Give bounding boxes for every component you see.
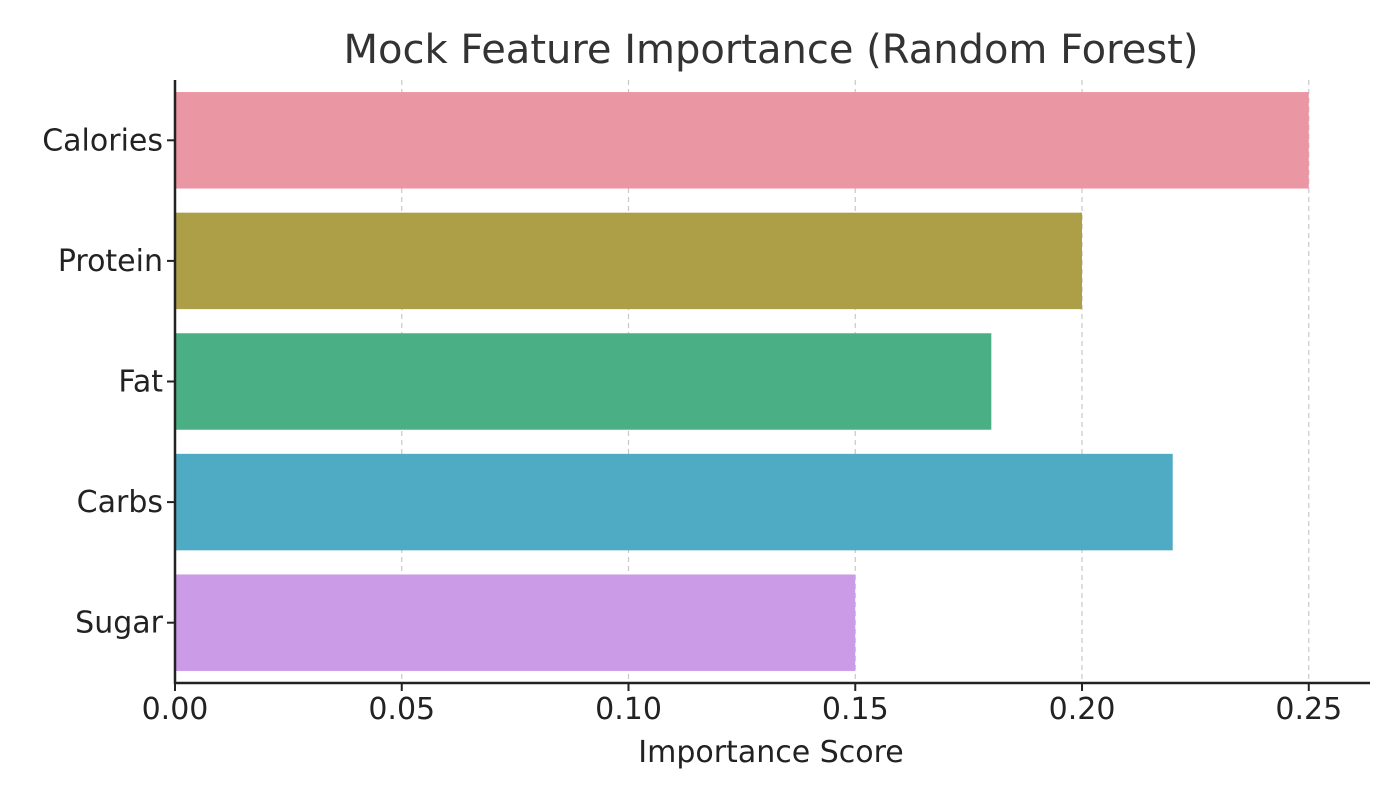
x-tick-label-3: 0.15: [822, 692, 889, 727]
bars: [175, 92, 1309, 671]
bar-fat: [175, 333, 992, 430]
bar-calories: [175, 92, 1309, 189]
bar-protein: [175, 212, 1083, 310]
x-axis-label: Importance Score: [638, 735, 903, 770]
x-tick-label-4: 0.20: [1049, 692, 1116, 727]
x-tick-label-2: 0.10: [595, 692, 662, 727]
chart-title: Mock Feature Importance (Random Forest): [344, 27, 1199, 73]
x-axis-ticks: 0.00 0.05 0.10 0.15 0.20 0.25: [142, 683, 1342, 727]
y-tick-label-carbs: Carbs: [77, 485, 163, 520]
y-tick-label-sugar: Sugar: [75, 606, 163, 641]
bar-carbs: [175, 453, 1173, 551]
x-tick-label-1: 0.05: [368, 692, 435, 727]
y-tick-label-protein: Protein: [58, 244, 163, 279]
bar-sugar: [175, 574, 856, 671]
y-tick-label-calories: Calories: [42, 123, 163, 158]
x-tick-label-0: 0.00: [142, 692, 209, 727]
x-tick-label-5: 0.25: [1275, 692, 1342, 727]
y-tick-label-fat: Fat: [118, 365, 163, 400]
y-axis-ticks: Calories Protein Fat Carbs Sugar: [42, 123, 175, 641]
